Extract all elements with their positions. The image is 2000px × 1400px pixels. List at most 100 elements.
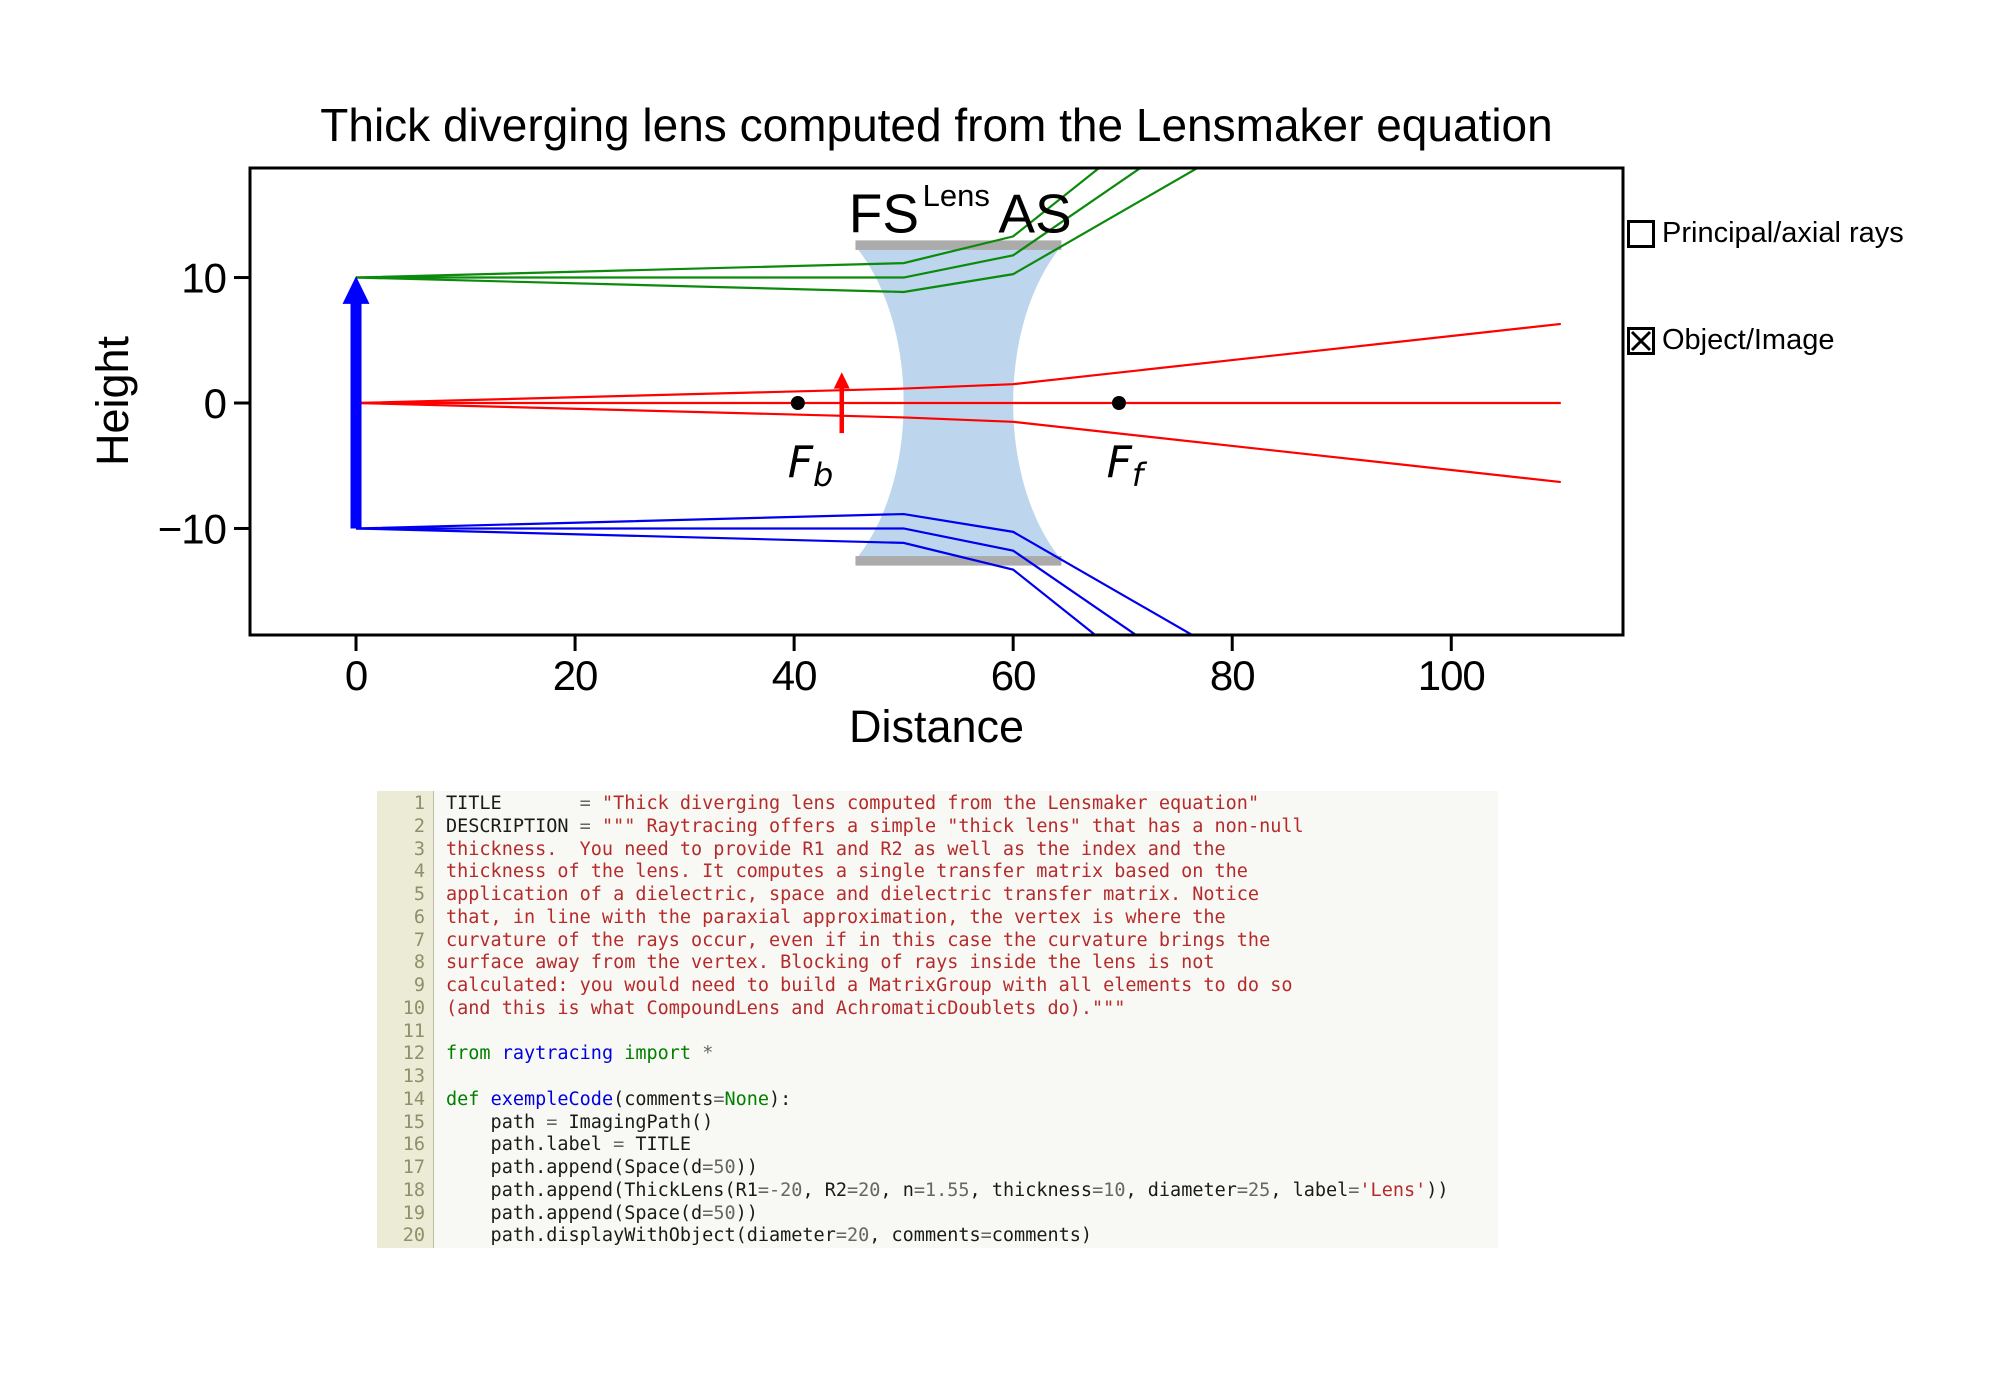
code-line: 6 that, in line with the paraxial approxi… bbox=[377, 907, 1498, 930]
rays-from-axis bbox=[355, 401, 1561, 484]
x-tick-label: 0 bbox=[345, 652, 367, 699]
focal-point-label: Ff bbox=[1107, 437, 1148, 494]
line-number: 6 bbox=[413, 906, 425, 928]
code-text: thickness. You need to provide R1 and R2… bbox=[446, 838, 1226, 860]
code-text: def exempleCode(comments=None): bbox=[446, 1088, 792, 1110]
code-line: 9 calculated: you would need to build a M… bbox=[377, 975, 1498, 998]
code-text: path.displayWithObject(diameter=20, comm… bbox=[446, 1225, 1093, 1247]
x-axis-label: Distance bbox=[848, 701, 1025, 752]
line-number: 14 bbox=[402, 1088, 425, 1110]
x-tick-label: 60 bbox=[991, 652, 1036, 699]
checkbox-principal-axial-rays[interactable] bbox=[1627, 219, 1655, 248]
code-line: 11 bbox=[377, 1021, 1498, 1044]
code-line: 8 surface away from the vertex. Blocking … bbox=[377, 952, 1498, 975]
legend-label-principal-axial-rays: Principal/axial rays bbox=[1662, 217, 1904, 249]
plot-title: Thick diverging lens computed from the L… bbox=[320, 99, 1553, 151]
code-text: surface away from the vertex. Blocking o… bbox=[446, 952, 1215, 974]
code-line: 16 path.label = TITLE bbox=[377, 1134, 1498, 1157]
line-number: 7 bbox=[413, 929, 425, 951]
line-number: 10 bbox=[402, 997, 425, 1019]
code-line: 19 path.append(Space(d=50)) bbox=[377, 1203, 1498, 1226]
line-number: 9 bbox=[413, 975, 425, 996]
line-number: 16 bbox=[402, 1134, 425, 1156]
code-text: application of a dielectric, space and d… bbox=[446, 884, 1260, 905]
line-number: 17 bbox=[402, 1157, 425, 1178]
code-line: 14 def exempleCode(comments=None): bbox=[377, 1089, 1498, 1112]
line-number: 2 bbox=[413, 815, 425, 837]
code-text: path.append(Space(d=50)) bbox=[446, 1157, 758, 1178]
code-line: 12 from raytracing import * bbox=[377, 1043, 1498, 1066]
plot-content bbox=[342, 168, 1561, 635]
y-tick-label: 0 bbox=[204, 380, 226, 427]
code-text: path.label = TITLE bbox=[446, 1134, 692, 1156]
line-number: 11 bbox=[402, 1020, 425, 1042]
legend-item-object-image: Object/Image bbox=[1627, 324, 1834, 357]
line-number-gutter bbox=[377, 791, 434, 1248]
y-tick-label: −10 bbox=[158, 505, 226, 552]
x-tick-label: 100 bbox=[1418, 652, 1485, 699]
line-number: 20 bbox=[402, 1225, 425, 1247]
code-line: 3 thickness. You need to provide R1 and R… bbox=[377, 839, 1498, 862]
line-number: 3 bbox=[413, 838, 425, 860]
code-text: TITLE = "Thick diverging lens computed f… bbox=[446, 793, 1260, 814]
line-number: 18 bbox=[402, 1179, 425, 1201]
code-line: 2 DESCRIPTION = """ Raytracing offers a s… bbox=[377, 816, 1498, 839]
code-text: DESCRIPTION = """ Raytracing offers a si… bbox=[446, 815, 1304, 837]
code-line: 18 path.append(ThickLens(R1=-20, R2=20, … bbox=[377, 1180, 1498, 1203]
rays-from-object-bottom bbox=[355, 512, 1195, 635]
code-text: path.append(ThickLens(R1=-20, R2=20, n=1… bbox=[446, 1179, 1449, 1201]
y-axis-label: Height bbox=[87, 335, 138, 467]
y-tick-label: 10 bbox=[181, 255, 226, 302]
aperture-bar-top bbox=[855, 240, 1062, 250]
focal-point-dot bbox=[790, 396, 805, 411]
object-arrow-head bbox=[342, 276, 370, 304]
image-arrow-head bbox=[833, 372, 850, 389]
code-line: 15 path = ImagingPath() bbox=[377, 1112, 1498, 1135]
code-text: (and this is what CompoundLens and Achro… bbox=[446, 997, 1126, 1019]
code-text: path = ImagingPath() bbox=[446, 1111, 714, 1133]
rays-from-object-top bbox=[356, 168, 1143, 279]
rays-from-object-bottom bbox=[355, 527, 1098, 635]
line-number: 4 bbox=[413, 861, 425, 883]
x-tick-label: 20 bbox=[553, 652, 598, 699]
line-number: 5 bbox=[413, 884, 425, 905]
code-line: 5 application of a dielectric, space and … bbox=[377, 884, 1498, 907]
code-line: 17 path.append(Space(d=50)) bbox=[377, 1157, 1498, 1180]
code-text: from raytracing import * bbox=[446, 1043, 714, 1065]
aperture-bar-bottom bbox=[855, 556, 1062, 566]
code-line: 1 TITLE = "Thick diverging lens computed … bbox=[377, 793, 1498, 816]
x-tick-label: 80 bbox=[1210, 652, 1255, 699]
axes-frame bbox=[248, 166, 1625, 637]
checkbox-object-image[interactable] bbox=[1627, 326, 1655, 355]
line-number: 8 bbox=[413, 952, 425, 974]
rays-from-object-bottom bbox=[356, 527, 1138, 635]
code-line: 20 path.displayWithObject(diameter=20, c… bbox=[377, 1225, 1498, 1248]
code-text: path.append(Space(d=50)) bbox=[446, 1202, 758, 1224]
line-number: 12 bbox=[402, 1043, 425, 1065]
code-line: 7 curvature of the rays occur, even if in… bbox=[377, 930, 1498, 953]
rays-from-axis bbox=[355, 322, 1561, 405]
code-lines: 1 TITLE = "Thick diverging lens computed … bbox=[377, 791, 1498, 1248]
x-tick-label: 40 bbox=[772, 652, 817, 699]
lens-ray-diagram: Fb Ff FS Lens AS 0 20 40 60 80 100 −10 0 10 bbox=[158, 166, 1625, 699]
code-line: 4 thickness of the lens. It computes a si… bbox=[377, 861, 1498, 884]
code-line: 10 (and this is what CompoundLens and Ach… bbox=[377, 998, 1498, 1021]
code-line: 13 bbox=[377, 1066, 1498, 1089]
label-field-stop: FS bbox=[849, 182, 919, 244]
code-text: curvature of the rays occur, even if in … bbox=[446, 929, 1271, 951]
code-text: that, in line with the paraxial approxim… bbox=[446, 906, 1226, 928]
line-number: 15 bbox=[402, 1111, 425, 1133]
line-number: 13 bbox=[402, 1066, 425, 1087]
line-number: 1 bbox=[413, 793, 425, 814]
rays-from-object-top bbox=[355, 168, 1200, 294]
legend-label-object-image: Object/Image bbox=[1662, 324, 1835, 356]
label-lens: Lens bbox=[923, 178, 990, 213]
code-text: calculated: you would need to build a Ma… bbox=[446, 975, 1293, 996]
code-text: thickness of the lens. It computes a sin… bbox=[446, 861, 1248, 883]
checkbox-cross-icon bbox=[1630, 330, 1652, 351]
rays-from-object-top bbox=[355, 168, 1101, 279]
line-number: 19 bbox=[402, 1202, 425, 1224]
focal-point-label: Fb bbox=[788, 437, 834, 494]
focal-point-dot bbox=[1111, 396, 1126, 411]
